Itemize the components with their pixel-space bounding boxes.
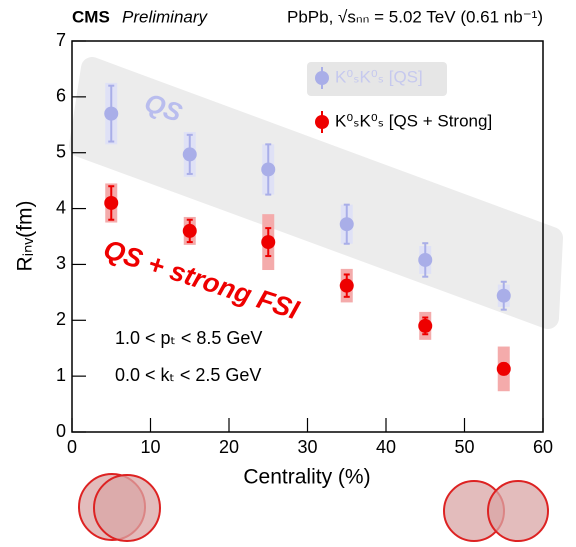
- legend-label: K⁰ₛK⁰ₛ [QS]: [335, 67, 423, 86]
- legend-label: K⁰ₛK⁰ₛ [QS + Strong]: [335, 111, 492, 130]
- y-tick-label: 0: [56, 421, 66, 441]
- point: [496, 288, 511, 303]
- point: [339, 278, 354, 293]
- x-tick-label: 40: [376, 437, 396, 457]
- y-axis-label: Rᵢₙᵥ(fm): [14, 201, 37, 272]
- y-tick-label: 3: [56, 253, 66, 273]
- x-tick-label: 0: [67, 437, 77, 457]
- y-tick-label: 7: [56, 30, 66, 50]
- status: Preliminary: [122, 7, 209, 26]
- annotation: 0.0 < kₜ < 2.5 GeV: [115, 365, 261, 385]
- point: [261, 235, 276, 250]
- y-tick-label: 1: [56, 365, 66, 385]
- point: [182, 223, 197, 238]
- point: [104, 106, 119, 121]
- point: [418, 252, 433, 267]
- chart-title: PbPb, √sₙₙ = 5.02 TeV (0.61 nb⁻¹): [287, 7, 543, 26]
- y-tick-label: 2: [56, 309, 66, 329]
- qs-band: [69, 57, 563, 329]
- y-tick-label: 6: [56, 86, 66, 106]
- legend-highlight: [307, 62, 447, 96]
- annotation: 1.0 < pₜ < 8.5 GeV: [115, 328, 262, 348]
- x-tick-label: 50: [454, 437, 474, 457]
- nucleus: [93, 474, 161, 542]
- y-tick-label: 4: [56, 197, 66, 217]
- x-tick-label: 10: [140, 437, 160, 457]
- point: [104, 195, 119, 210]
- point: [261, 162, 276, 177]
- x-tick-label: 60: [533, 437, 553, 457]
- nucleus: [487, 480, 549, 542]
- point: [182, 147, 197, 162]
- point: [496, 361, 511, 376]
- x-axis-label: Centrality (%): [243, 466, 370, 489]
- experiment: CMS: [72, 7, 110, 26]
- point: [339, 217, 354, 232]
- point: [418, 318, 433, 333]
- x-tick-label: 30: [297, 437, 317, 457]
- x-tick-label: 20: [219, 437, 239, 457]
- y-tick-label: 5: [56, 141, 66, 161]
- participant-sketch: [78, 473, 549, 542]
